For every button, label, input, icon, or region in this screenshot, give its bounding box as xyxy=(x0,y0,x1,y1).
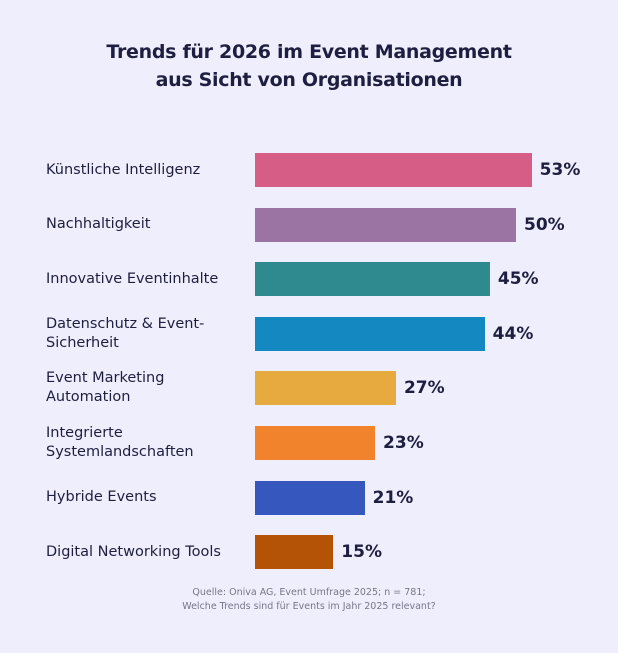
category-label: Datenschutz & Event- Sicherheit xyxy=(46,315,205,351)
bar xyxy=(255,207,516,242)
category-label: Event Marketing Automation xyxy=(46,370,165,406)
bar xyxy=(255,153,532,187)
category-label: Digital Networking Tools xyxy=(46,543,221,560)
value-label: 44% xyxy=(492,323,534,344)
category-label: Hybride Events xyxy=(46,489,157,506)
bar xyxy=(255,371,396,406)
value-label: 15% xyxy=(341,542,382,563)
value-label: 21% xyxy=(372,487,414,508)
category-label: Künstliche Intelligenz xyxy=(46,161,201,178)
category-label: Innovative Eventinhalte xyxy=(46,270,219,287)
source-note: Quelle: Oniva AG, Event Umfrage 2025; n … xyxy=(182,587,436,612)
bar xyxy=(255,316,485,351)
value-label: 53% xyxy=(539,160,581,180)
value-label: 50% xyxy=(524,214,565,235)
category-label: Nachhaltigkeit xyxy=(46,216,151,233)
chart-title: Trends für 2026 im Event Management aus … xyxy=(106,41,512,91)
value-label: 27% xyxy=(403,378,445,399)
bar xyxy=(255,426,376,460)
value-label: 45% xyxy=(497,269,539,290)
bar xyxy=(255,480,365,515)
bar xyxy=(255,262,490,297)
bar xyxy=(255,535,334,570)
category-label: Integrierte Systemlandschaften xyxy=(46,425,194,460)
value-label: 23% xyxy=(383,433,424,453)
